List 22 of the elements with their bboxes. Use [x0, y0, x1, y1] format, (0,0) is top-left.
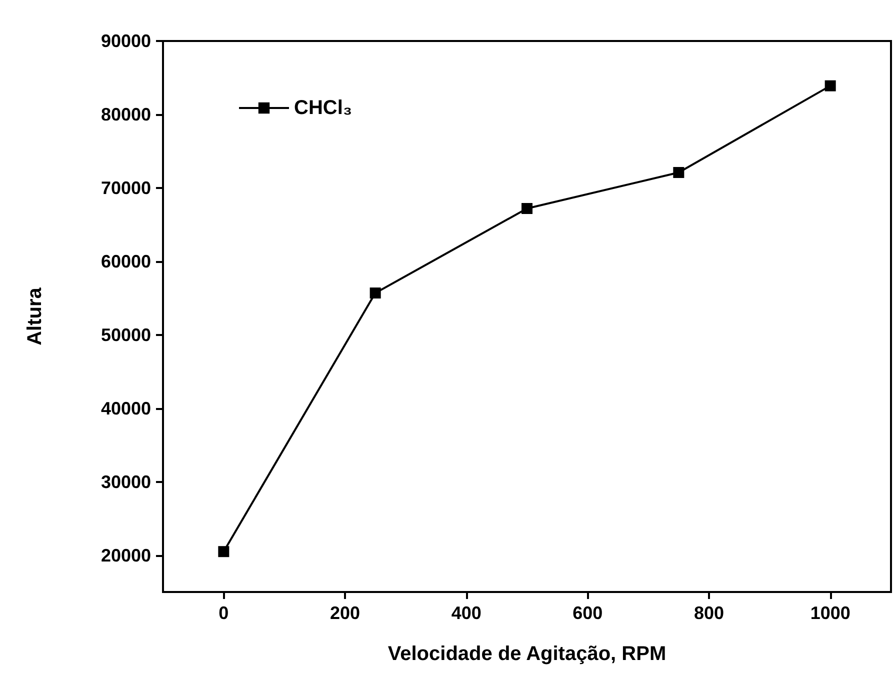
x-tick-label: 1000: [810, 603, 850, 623]
y-tick-label: 30000: [100, 472, 151, 492]
x-tick-label: 400: [451, 603, 482, 623]
point: [522, 203, 532, 214]
point: [370, 287, 381, 298]
x-tick-label: 200: [330, 603, 360, 623]
y-tick-label: 90000: [100, 31, 151, 51]
point: [824, 80, 836, 92]
x-axis-title: Velocidade de Agitação, RPM: [388, 643, 666, 665]
y-tick-label: 40000: [100, 398, 151, 418]
y-axis-title: Altura: [24, 286, 46, 346]
y-tick-label: 80000: [100, 104, 151, 124]
y-tick-label: 70000: [100, 178, 151, 198]
x-tick-label: 600: [572, 603, 603, 623]
x-tick-label: 800: [694, 603, 724, 623]
point: [673, 167, 684, 178]
point: [218, 546, 230, 558]
y-tick-label: 60000: [100, 251, 151, 272]
legend-label: CHCl₃: [294, 97, 352, 119]
y-tick-label: 50000: [100, 324, 151, 345]
y-tick-label: 20000: [100, 545, 151, 566]
x-tick-label: 0: [218, 603, 229, 623]
